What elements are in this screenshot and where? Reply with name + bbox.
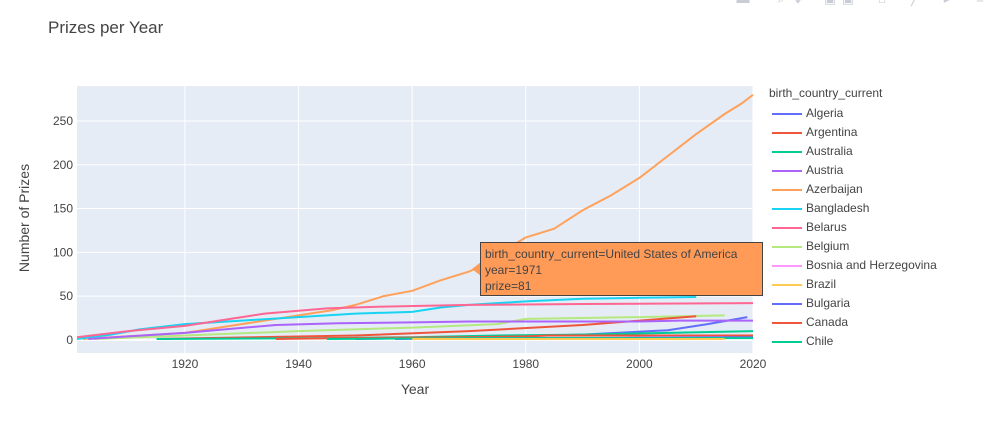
x-tick-label: 1980	[512, 357, 539, 371]
legend-label: Austria	[806, 163, 844, 177]
legend-swatch	[772, 208, 802, 210]
x-axis-title: Year	[401, 381, 430, 397]
y-tick-label: 150	[53, 202, 73, 216]
legend-item-bangladesh[interactable]: Bangladesh	[766, 200, 996, 219]
series-line-austria[interactable]	[88, 319, 753, 340]
legend-label: Brazil	[806, 277, 837, 291]
legend-label: Australia	[806, 144, 853, 158]
legend-label: Chile	[806, 334, 834, 348]
zoom-out-icon[interactable]: ▣	[841, 0, 855, 6]
tooltip-country: birth_country_current=United States of A…	[485, 247, 738, 261]
x-tick-label: 1940	[285, 357, 312, 371]
legend-swatch	[772, 246, 802, 248]
pan-icon[interactable]: ✥	[791, 0, 805, 6]
legend-item-algeria[interactable]: Algeria	[766, 105, 996, 124]
legend-swatch	[772, 284, 802, 286]
legend-label: Azerbaijan	[806, 182, 863, 196]
tooltip-pointer	[472, 262, 481, 276]
plot-area[interactable]	[77, 86, 753, 353]
spike-lines-icon[interactable]: ╱	[908, 0, 922, 6]
chart-title: Prizes per Year	[48, 18, 164, 37]
legend-swatch	[772, 151, 802, 153]
y-tick-label: 250	[53, 114, 73, 128]
legend-swatch	[772, 341, 802, 343]
legend-swatch	[772, 265, 802, 267]
hover-tooltip: birth_country_current=United States of A…	[480, 242, 763, 296]
legend-label: Argentina	[806, 125, 858, 139]
legend-label: Canada	[806, 315, 849, 329]
legend-swatch	[772, 132, 802, 134]
zoom-icon[interactable]: ⌕	[774, 0, 788, 6]
y-tick-label: 200	[53, 158, 73, 172]
legend-swatch	[772, 227, 802, 229]
tooltip-year: year=1971	[485, 263, 543, 277]
legend-title: birth_country_current	[769, 86, 883, 100]
legend-swatch	[772, 322, 802, 324]
x-tick-label: 2020	[740, 357, 767, 371]
series-lines	[76, 94, 754, 340]
x-tick-label: 1920	[172, 357, 199, 371]
tooltip-prize: prize=81	[485, 279, 532, 293]
camera-icon[interactable]: ▬	[736, 0, 750, 6]
legend-swatch	[772, 170, 802, 172]
axis-ticks: 1920 1940 1960 1980 2000 2020 0 50 100 150 200 250	[53, 114, 767, 371]
legend-swatch	[772, 303, 802, 305]
y-tick-label: 0	[66, 333, 73, 347]
x-tick-label: 2000	[626, 357, 653, 371]
legend-item-australia[interactable]: Australia	[766, 143, 996, 162]
plot-modebar: ▬ ⌕ ✥ ▣ ▣ ⌜ ⌂ ╱ ▸ ≡	[728, 0, 1002, 10]
y-tick-label: 100	[53, 245, 73, 259]
legend-item-canada[interactable]: Canada	[766, 314, 996, 333]
y-tick-label: 50	[60, 289, 74, 303]
legend-item-belgium[interactable]: Belgium	[766, 238, 996, 257]
legend-item-bulgaria[interactable]: Bulgaria	[766, 295, 996, 314]
legend-item-brazil[interactable]: Brazil	[766, 276, 996, 295]
legend-label: Belarus	[806, 220, 847, 234]
legend-swatch	[772, 189, 802, 191]
zoom-in-icon[interactable]: ▣	[823, 0, 837, 6]
y-axis-title: Number of Prizes	[16, 164, 32, 272]
legend-item-bosnia-and-herzegovina[interactable]: Bosnia and Herzegovina	[766, 257, 996, 276]
legend-item-belarus[interactable]: Belarus	[766, 219, 996, 238]
x-tick-label: 1960	[399, 357, 426, 371]
hover-closest-icon[interactable]: ▸	[940, 0, 954, 6]
legend-label: Algeria	[806, 106, 844, 120]
legend-item-azerbaijan[interactable]: Azerbaijan	[766, 181, 996, 200]
legend-swatch	[772, 113, 802, 115]
legend-label: Bangladesh	[806, 201, 870, 215]
series-line-belarus[interactable]	[76, 302, 754, 339]
reset-axes-icon[interactable]: ⌂	[875, 0, 889, 6]
hover-compare-icon[interactable]: ≡	[973, 0, 987, 6]
autoscale-icon[interactable]: ⌜	[858, 0, 872, 6]
legend-label: Bosnia and Herzegovina	[806, 258, 937, 272]
legend-label: Belgium	[806, 239, 850, 253]
legend-item-austria[interactable]: Austria	[766, 162, 996, 181]
series-line-belgium[interactable]	[93, 314, 725, 340]
legend-item-chile[interactable]: Chile	[766, 333, 996, 352]
legend-item-argentina[interactable]: Argentina	[766, 124, 996, 143]
legend-label: Bulgaria	[806, 296, 851, 310]
